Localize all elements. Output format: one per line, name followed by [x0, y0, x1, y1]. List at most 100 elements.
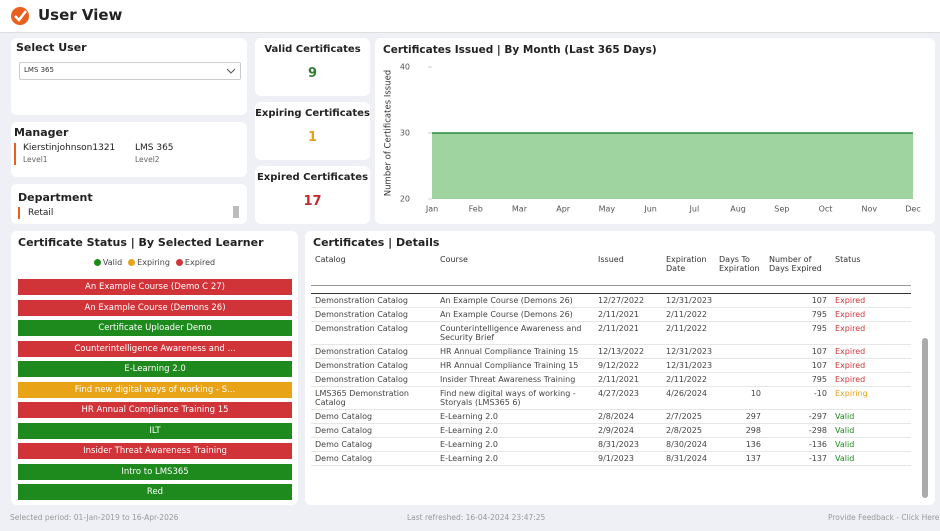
chart-card: Certificates Issued | By Month (Last 365… — [375, 38, 935, 224]
course-bar[interactable]: HR Annual Compliance Training 15 — [18, 402, 292, 418]
legend-dot — [128, 259, 136, 266]
manager-card: Manager Kierstinjohnson1321 Level1 LMS 365… — [11, 122, 247, 177]
table-cell: -137 — [765, 451, 831, 466]
table-row: Demonstration Catalog Insider Threat Awar… — [311, 372, 911, 387]
table-cell: Demonstration Catalog — [311, 372, 436, 387]
table-cell: 8/31/2024 — [662, 451, 715, 466]
legend-label: Expiring — [137, 258, 170, 267]
x-tick-label: Dec — [905, 205, 920, 214]
table-cell — [715, 293, 765, 308]
table-cell: 12/13/2022 — [594, 344, 662, 359]
manager-name: Kierstinjohnson1321 — [23, 143, 116, 153]
course-bar[interactable]: Counterintelligence Awareness and ... — [18, 340, 292, 357]
table-row: Demonstration Catalog An Example Course (… — [311, 307, 911, 322]
table-cell: Valid — [831, 451, 911, 466]
table-cell: Expired — [831, 344, 911, 359]
table-cell: 12/27/2022 — [594, 293, 662, 308]
dropdown-value: LMS 365 — [24, 66, 54, 74]
table-cell: 8/30/2024 — [662, 437, 715, 452]
course-bar[interactable]: An Example Course (Demo C 27) — [18, 279, 292, 295]
table-cell: HR Annual Compliance Training 15 — [436, 358, 594, 373]
accent-bar — [14, 143, 16, 165]
column-header: Issued — [598, 255, 624, 264]
y-tick-label: 20 — [400, 195, 410, 204]
table-cell: E-Learning 2.0 — [436, 423, 594, 438]
table-cell: Demonstration Catalog — [311, 358, 436, 373]
table-cell — [715, 307, 765, 322]
course-bar[interactable]: Find new digital ways of working - S... — [18, 381, 292, 398]
course-bar[interactable]: Certificate Uploader Demo — [18, 320, 292, 336]
x-tick-label: Nov — [861, 205, 877, 214]
accent-bar — [18, 207, 20, 219]
table-cell: Expired — [831, 321, 911, 345]
legend-dot — [93, 259, 101, 266]
column-header: Course — [440, 255, 468, 264]
user-dropdown[interactable]: LMS 365 — [19, 62, 241, 80]
table-cell: 2/9/2024 — [594, 423, 662, 438]
table-cell: Demo Catalog — [311, 451, 436, 466]
status-card: Certificate Status | By Selected Learner… — [11, 231, 298, 505]
manager-level: Level1 — [23, 155, 48, 164]
table-cell: Counterintelligence Awareness and Securi… — [436, 321, 594, 345]
course-bar[interactable]: An Example Course (Demons 26) — [18, 299, 292, 316]
scrollbar[interactable] — [922, 338, 928, 498]
course-bar[interactable]: ILT — [18, 422, 292, 439]
y-tick-label: 30 — [400, 129, 410, 138]
status-title: Certificate Status | By Selected Learner — [18, 236, 264, 249]
table-cell: -298 — [765, 423, 831, 438]
legend-item: Expiring — [128, 258, 170, 267]
table-cell: 2/8/2025 — [662, 423, 715, 438]
manager-level: Level2 — [135, 155, 160, 164]
footer-period: Selected period: 01-Jan-2019 to 16-Apr-2… — [10, 513, 179, 522]
column-header: Catalog — [315, 255, 346, 264]
details-title: Certificates | Details — [313, 236, 440, 249]
table-cell: Expired — [831, 307, 911, 322]
table-row: Demo Catalog E-Learning 2.0 2/9/2024 2/8/20… — [311, 423, 911, 438]
table-cell: An Example Course (Demons 26) — [436, 307, 594, 322]
x-tick-label: Aug — [730, 205, 746, 214]
kpi-value: 17 — [303, 194, 322, 209]
table-cell: 2/11/2022 — [662, 372, 715, 387]
table-cell: 795 — [765, 372, 831, 387]
department-label: Department — [18, 191, 93, 204]
kpi-card: Expiring Certificates 1 — [255, 102, 370, 160]
column-header: Status — [835, 255, 861, 264]
table-row: Demo Catalog E-Learning 2.0 9/1/2023 8/31/2… — [311, 451, 911, 466]
table-cell: -136 — [765, 437, 831, 452]
table-cell: E-Learning 2.0 — [436, 409, 594, 424]
scrollbar[interactable] — [233, 206, 239, 218]
details-table: Catalog Course Issued Expiration Date Days T… — [311, 253, 911, 466]
table-cell: Valid — [831, 437, 911, 452]
table-cell — [715, 321, 765, 345]
table-cell: Demonstration Catalog — [311, 321, 436, 345]
table-cell: -297 — [765, 409, 831, 424]
table-cell: 10 — [715, 386, 765, 410]
course-bar[interactable]: Red — [18, 484, 292, 500]
course-bar[interactable]: Intro to LMS365 — [18, 463, 292, 480]
table-cell: 2/11/2022 — [662, 307, 715, 322]
feedback-link[interactable]: Provide Feedback - Click Here — [828, 513, 940, 522]
table-cell: 12/31/2023 — [662, 344, 715, 359]
table-cell: 297 — [715, 409, 765, 424]
select-user-label: Select User — [16, 41, 87, 54]
table-cell: 107 — [765, 344, 831, 359]
table-cell: Valid — [831, 409, 911, 424]
x-tick-label: Oct — [819, 205, 833, 214]
x-tick-label: Apr — [556, 205, 571, 214]
y-axis-label: Number of Certificates Issued — [384, 70, 394, 196]
table-cell: 4/26/2024 — [662, 386, 715, 410]
course-bar[interactable]: E-Learning 2.0 — [18, 361, 292, 377]
page-title: User View — [38, 6, 123, 24]
kpi-label: Expired Certificates — [256, 172, 369, 183]
table-cell: Demo Catalog — [311, 409, 436, 424]
course-bar[interactable]: Insider Threat Awareness Training — [18, 443, 292, 459]
table-cell: 2/11/2021 — [594, 307, 662, 322]
header-bar: User View — [0, 0, 940, 33]
select-user-card: Select User LMS 365 — [11, 38, 247, 115]
table-cell: Expired — [831, 372, 911, 387]
x-tick-label: Jun — [643, 205, 657, 214]
column-header: Days To Expiration — [719, 255, 760, 273]
x-tick-label: Feb — [469, 205, 483, 214]
table-cell: 9/1/2023 — [594, 451, 662, 466]
